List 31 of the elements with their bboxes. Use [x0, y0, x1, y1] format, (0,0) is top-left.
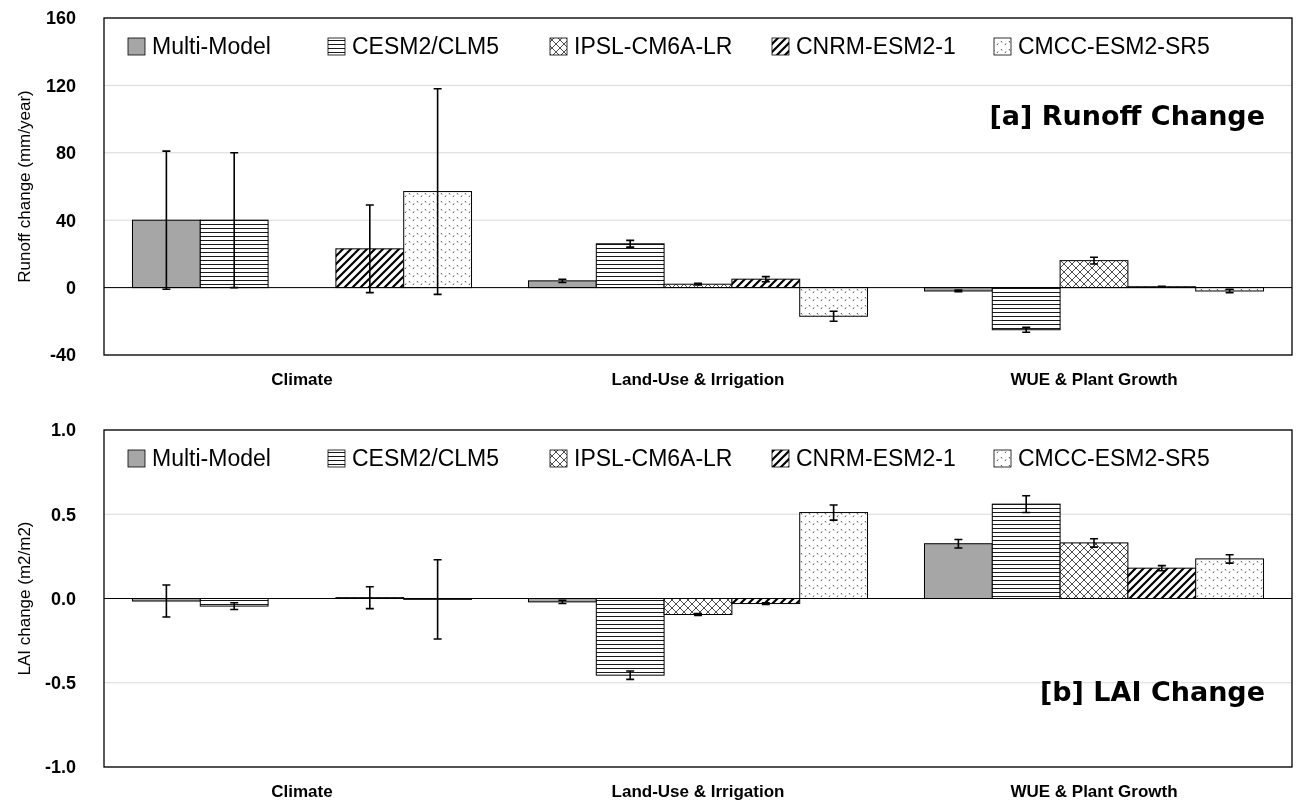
x-tick-label: Land-Use & Irrigation — [611, 370, 785, 389]
legend-label: Multi-Model — [152, 33, 271, 60]
text: [b] LAI Change — [1039, 676, 1265, 708]
y-tick-label: -40 — [49, 345, 76, 366]
y-tick-label: 0.5 — [50, 504, 76, 525]
y-axis-title: LAI change (m2/m2) — [15, 521, 34, 676]
y-axis-title: Runoff change (mm/year) — [15, 90, 34, 283]
x-tick-label: WUE & Plant Growth — [1010, 370, 1178, 389]
legend-label: IPSL-CM6A-LR — [574, 33, 733, 60]
text: [a] Runoff Change — [989, 100, 1265, 132]
y-tick-label: 0.0 — [50, 588, 76, 609]
legend-label: CESM2/CLM5 — [352, 33, 499, 60]
x-tick-label: Climate — [271, 782, 333, 801]
y-tick-label: 1.0 — [50, 420, 76, 441]
x-tick-label: Land-Use & Irrigation — [611, 782, 785, 801]
y-tick-label: 120 — [45, 75, 76, 96]
legend-label: CNRM-ESM2-1 — [796, 445, 956, 472]
legend-label: IPSL-CM6A-LR — [574, 445, 733, 472]
y-tick-label: 80 — [55, 143, 76, 164]
y-tick-label: 40 — [55, 210, 76, 231]
legend-label: CESM2/CLM5 — [352, 445, 499, 472]
legend-label: CMCC-ESM2-SR5 — [1018, 445, 1210, 472]
y-tick-label: 0 — [65, 277, 76, 298]
legend-label: CMCC-ESM2-SR5 — [1018, 33, 1210, 60]
legend-label: Multi-Model — [152, 445, 271, 472]
x-tick-label: WUE & Plant Growth — [1010, 782, 1178, 801]
x-tick-label: Climate — [271, 370, 333, 389]
y-tick-label: 160 — [45, 8, 76, 29]
y-tick-label: -1.0 — [44, 757, 76, 778]
legend-label: CNRM-ESM2-1 — [796, 33, 956, 60]
y-tick-label: -0.5 — [44, 673, 76, 694]
